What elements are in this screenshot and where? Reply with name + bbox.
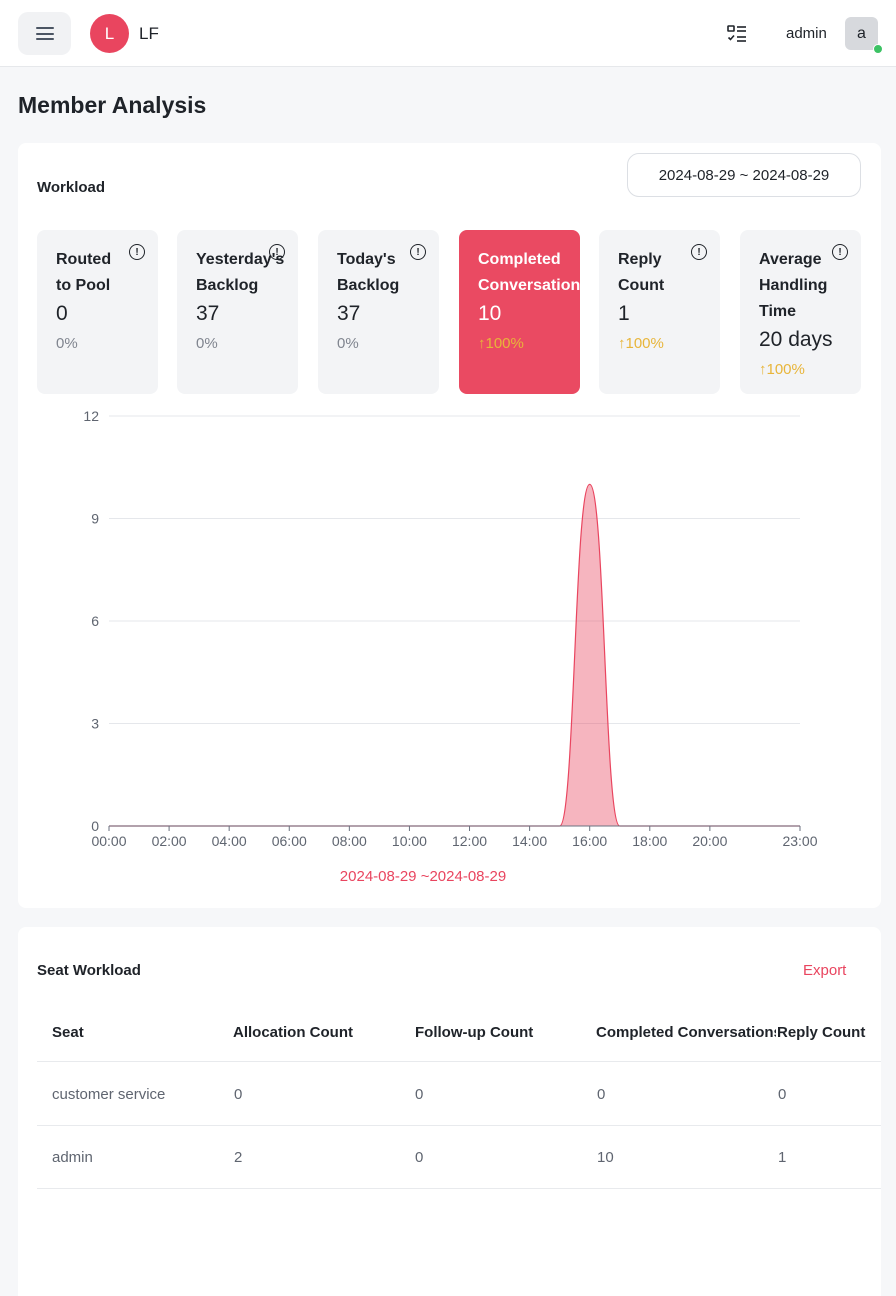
info-circle-icon[interactable]: ! (691, 244, 707, 260)
stat-label: Today's Backlog (337, 251, 400, 294)
cell-allocation-count: 2 (234, 1149, 243, 1166)
top-bar: L LF admin a (0, 0, 896, 67)
user-avatar[interactable]: a (845, 17, 878, 50)
stat-label: Reply Count (618, 251, 665, 294)
seat-workload-title: Seat Workload (37, 962, 141, 979)
export-button[interactable]: Export (803, 962, 847, 979)
info-circle-icon[interactable]: ! (832, 244, 848, 260)
x-tick-label: 12:00 (452, 833, 487, 849)
stat-change: ↑100% (759, 361, 805, 378)
page-title: Member Analysis (18, 92, 207, 118)
cell-completed-conversations: 0 (597, 1086, 606, 1103)
stat-change: ↑100% (478, 335, 524, 352)
stat-change: 0% (56, 335, 78, 352)
cell-seat: admin (52, 1149, 93, 1166)
y-tick-label: 9 (91, 511, 99, 527)
column-header-seat[interactable]: Seat (52, 1024, 84, 1041)
stat-change: 0% (196, 335, 218, 352)
x-tick-label: 14:00 (512, 833, 547, 849)
stat-value: 0 (56, 302, 68, 325)
cell-seat: customer service (52, 1086, 166, 1103)
stat-change: 0% (337, 335, 359, 352)
stat-card[interactable]: Yesterday's Backlog! 37 0% (177, 230, 298, 394)
cell-follow-up-count: 0 (415, 1149, 424, 1166)
y-tick-label: 3 (91, 716, 99, 732)
cell-completed-conversations: 10 (597, 1149, 614, 1166)
series-area (109, 484, 800, 826)
x-tick-label: 02:00 (152, 833, 187, 849)
table-row: customer service 0 0 0 0 (37, 1063, 881, 1126)
info-circle-icon[interactable]: ! (410, 244, 426, 260)
menu-button[interactable] (18, 12, 71, 55)
info-circle-icon[interactable]: ! (129, 244, 145, 260)
stat-label: Completed Conversations (478, 251, 580, 294)
stat-card[interactable]: Routed to Pool! 0 0% (37, 230, 158, 394)
stat-label: Average Handling Time (759, 251, 828, 320)
hamburger-icon (35, 27, 54, 40)
online-status-dot (873, 44, 883, 54)
column-header-follow-up-count[interactable]: Follow-up Count (415, 1024, 534, 1041)
table-header: Seat Allocation Count Follow-up Count Co… (37, 1004, 881, 1062)
stat-card[interactable]: Reply Count! 1 ↑100% (599, 230, 720, 394)
x-tick-label: 23:00 (782, 833, 817, 849)
cell-reply-count: 0 (778, 1086, 787, 1103)
column-header-allocation-count[interactable]: Allocation Count (233, 1024, 353, 1041)
task-list-icon[interactable] (725, 22, 749, 46)
stat-value: 37 (337, 302, 361, 325)
stat-card[interactable]: Today's Backlog! 37 0% (318, 230, 439, 394)
cell-reply-count: 1 (778, 1149, 787, 1166)
column-header-completed-conversations[interactable]: Completed Conversations (596, 1024, 776, 1041)
username[interactable]: admin (786, 25, 827, 42)
table-row: admin 2 0 10 1 (37, 1126, 881, 1189)
x-tick-label: 04:00 (212, 833, 247, 849)
x-tick-label: 08:00 (332, 833, 367, 849)
stat-card[interactable]: Average Handling Time! 20 days ↑100% (740, 230, 861, 394)
stat-change: ↑100% (618, 335, 664, 352)
x-tick-label: 20:00 (692, 833, 727, 849)
date-range-picker[interactable]: 2024-08-29 ~ 2024-08-29 (627, 153, 861, 197)
series-line (109, 483, 800, 827)
column-header-reply-count[interactable]: Reply Count (777, 1024, 866, 1041)
stat-value: 37 (196, 302, 220, 325)
cell-allocation-count: 0 (234, 1086, 243, 1103)
stat-value: 20 days (759, 328, 833, 351)
stat-value: 10 (478, 302, 502, 325)
workload-title: Workload (37, 179, 106, 196)
stat-card[interactable]: Completed Conversations 10 ↑100% (459, 230, 580, 394)
stat-value: 1 (618, 302, 630, 325)
x-tick-label: 00:00 (91, 833, 126, 849)
y-tick-label: 12 (83, 408, 99, 424)
y-tick-label: 0 (91, 818, 99, 834)
stat-label: Routed to Pool (56, 251, 112, 294)
workload-card: Workload 2024-08-29 ~ 2024-08-29 Routed … (18, 143, 881, 908)
logo-avatar: L (90, 14, 129, 53)
workload-chart: 0 3 6 9 12 00:00 02:00 04:00 06:00 08:00 10:00 12:0… (83, 408, 817, 885)
x-axis-label: 2024-08-29 ~2024-08-29 (340, 868, 506, 885)
cell-follow-up-count: 0 (415, 1086, 424, 1103)
stat-label: Yesterday's Backlog (196, 251, 285, 294)
info-circle-icon[interactable]: ! (269, 244, 285, 260)
y-tick-label: 6 (91, 613, 99, 629)
x-tick-label: 18:00 (632, 833, 667, 849)
seat-workload-card: Seat Workload Export Seat Allocation Cou… (18, 927, 881, 1296)
x-tick-label: 16:00 (572, 833, 607, 849)
x-tick-label: 10:00 (392, 833, 427, 849)
x-tick-label: 06:00 (272, 833, 307, 849)
brand-name: LF (139, 24, 159, 43)
